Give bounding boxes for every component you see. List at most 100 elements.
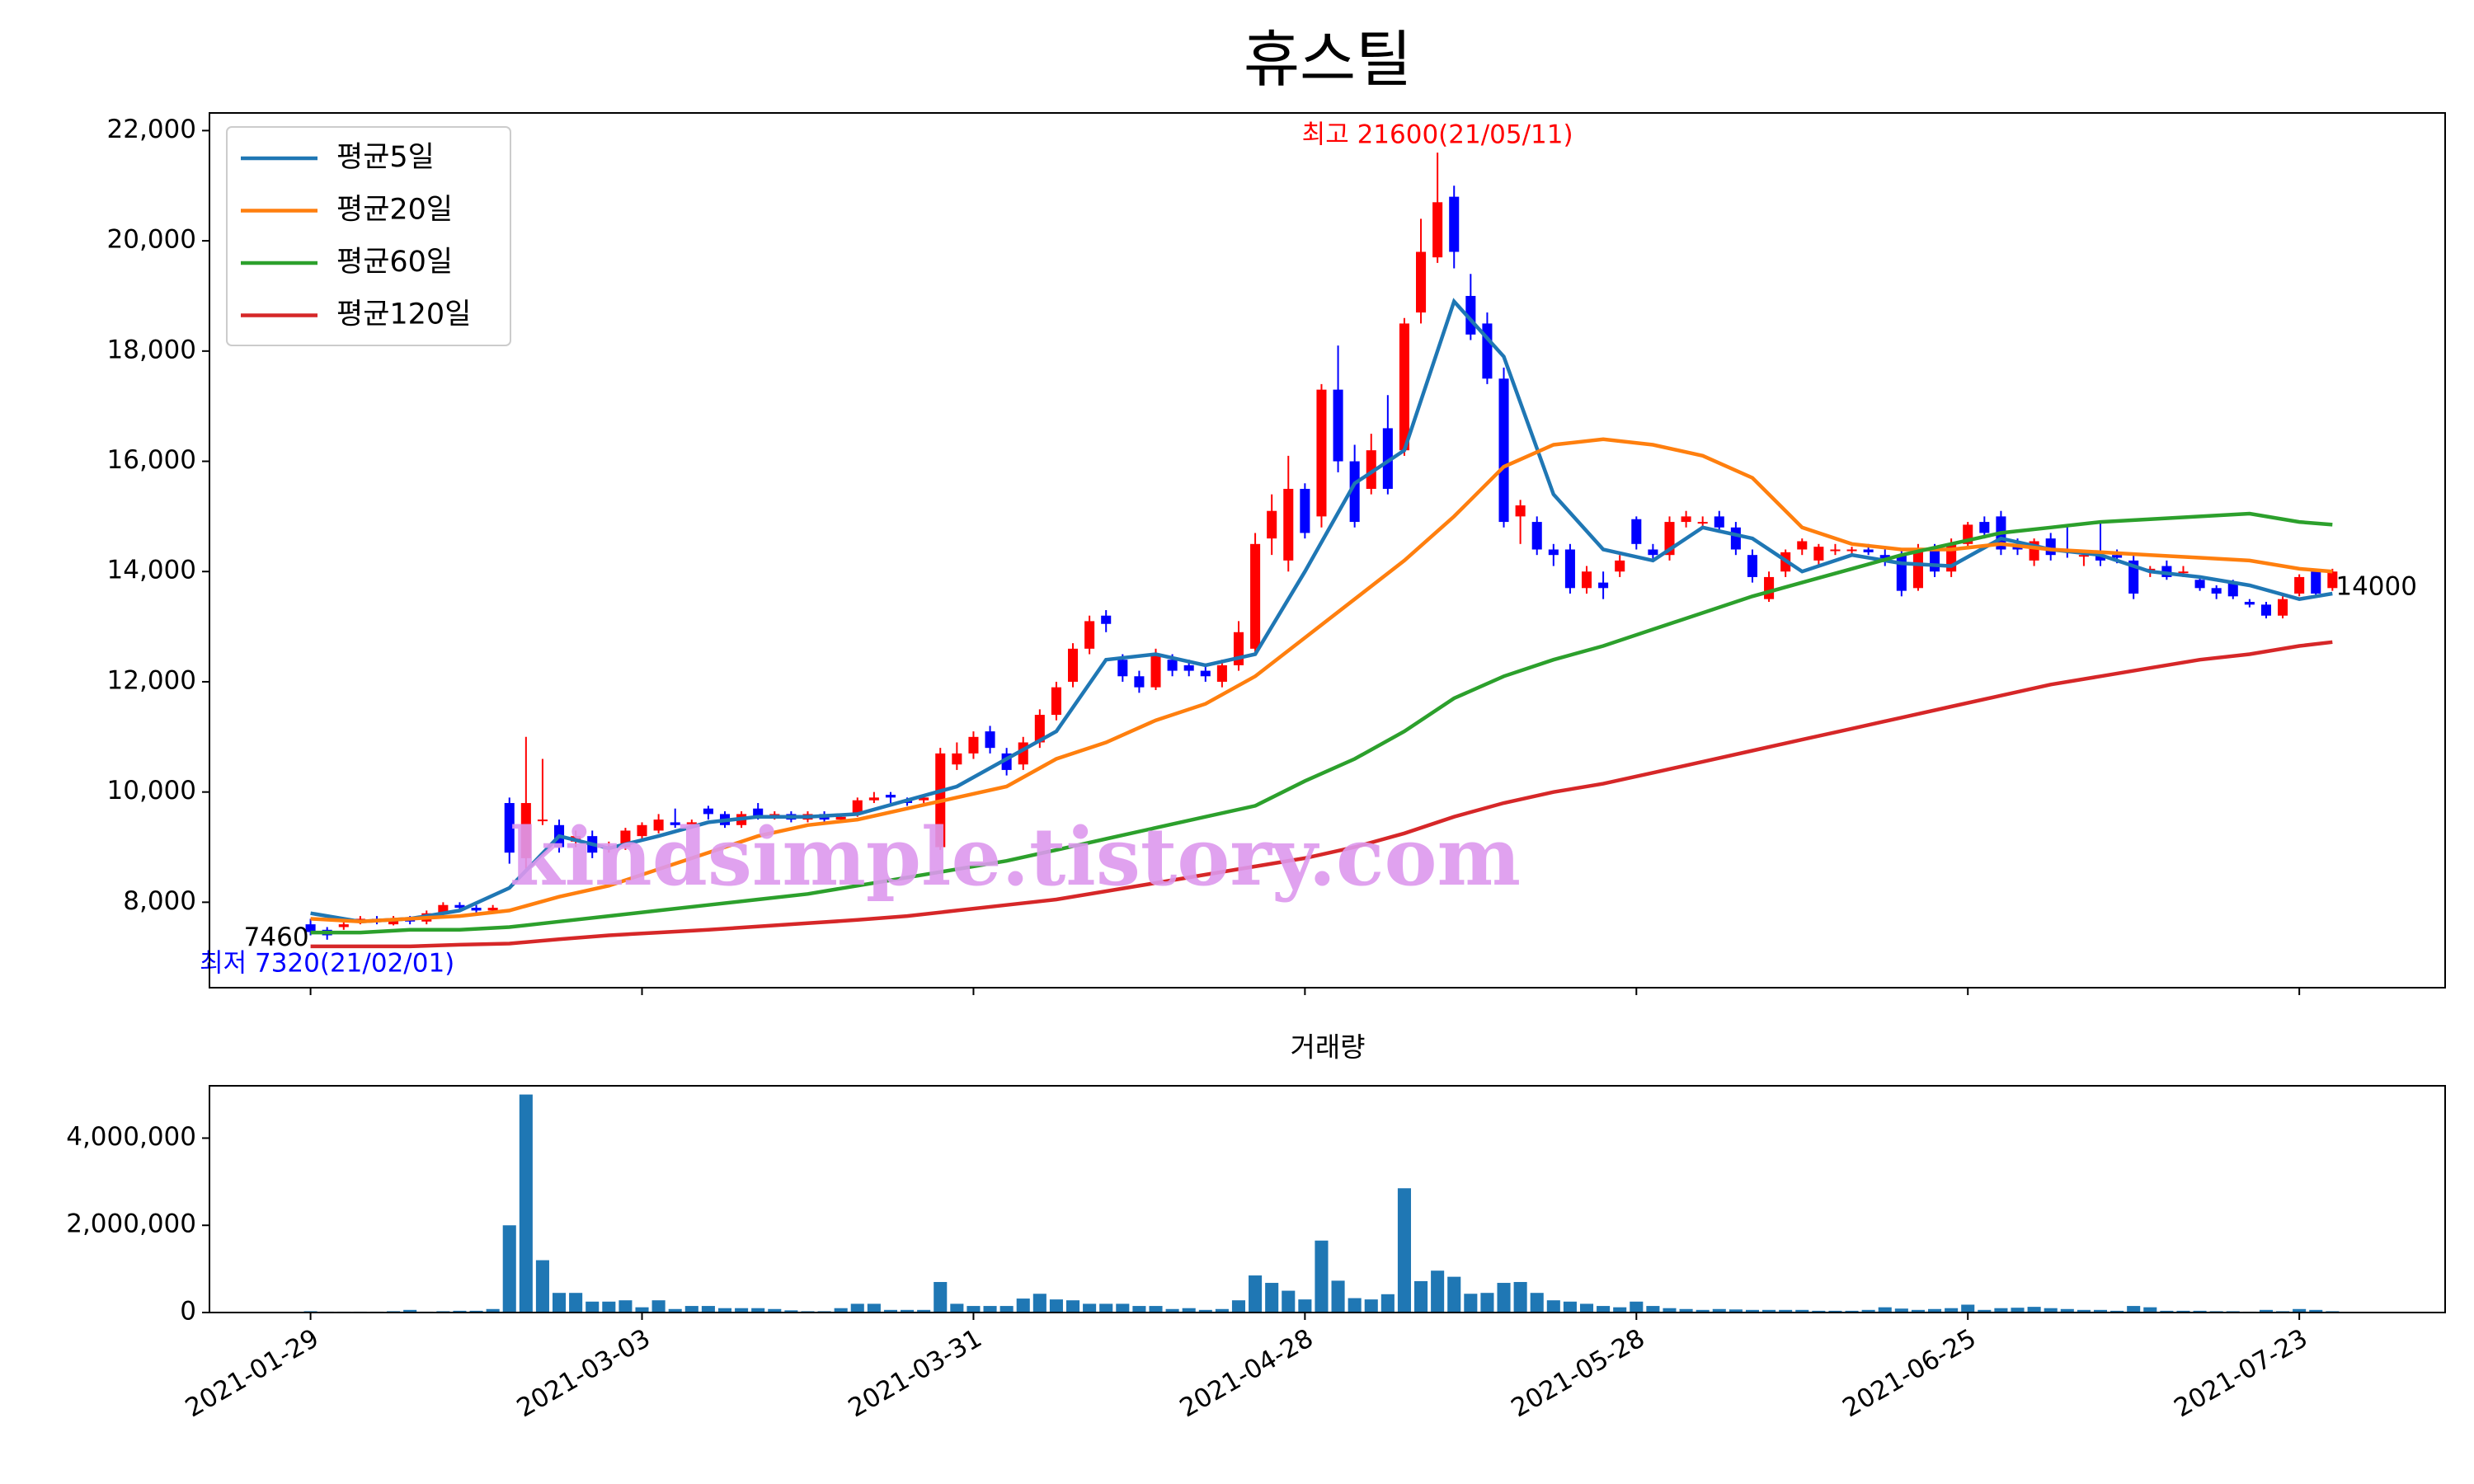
volume-bar [1911, 1309, 1925, 1313]
volume-bar [1380, 1294, 1395, 1313]
volume-bar [1861, 1309, 1875, 1313]
candle-body [653, 819, 664, 831]
volume-bar [1945, 1308, 1959, 1313]
y-tick-label: 20,000 [107, 225, 196, 255]
volume-bar [850, 1303, 864, 1313]
volume-bar [1927, 1308, 1942, 1313]
candle-body [1615, 560, 1625, 572]
candle-body [2260, 604, 2271, 616]
candle-body [686, 822, 697, 825]
volume-bar [901, 1309, 915, 1313]
candle-body [1581, 571, 1592, 589]
candle-body [1183, 665, 1194, 671]
annotation: 최고 21600(21/05/11) [1302, 120, 1573, 150]
candle-body [1979, 522, 1990, 533]
candle-body [1930, 549, 1940, 572]
volume-bar [1348, 1298, 1362, 1313]
candle-body [2311, 571, 2321, 594]
candle-body [2194, 580, 2205, 589]
volume-bar [1530, 1293, 1544, 1313]
volume-bar [917, 1309, 931, 1313]
volume-title: 거래량 [1290, 1031, 1365, 1064]
volume-bar [2127, 1306, 2141, 1313]
volume-bar [2293, 1308, 2307, 1313]
candle-body [1101, 615, 1112, 624]
volume-bar [1165, 1308, 1179, 1313]
watermark: kindsimple.tistory.com [510, 810, 1521, 904]
y-tick-label: 14,000 [107, 556, 196, 585]
volume-bar [1878, 1307, 1892, 1313]
volume-bar [1198, 1309, 1212, 1313]
candle-body [753, 808, 764, 817]
candle-body [1896, 555, 1907, 591]
candle-body [438, 904, 449, 913]
candle-body [1200, 670, 1211, 677]
volume-bar [1249, 1275, 1263, 1313]
volume-bar [1579, 1303, 1594, 1313]
volume-bar [1497, 1283, 1511, 1313]
volume-bar [1447, 1276, 1461, 1313]
volume-bar [1812, 1310, 1826, 1313]
volume-bar [586, 1301, 600, 1313]
y-tick-label: 16,000 [107, 445, 196, 475]
candle-body [504, 803, 515, 853]
volume-bar [1099, 1303, 1113, 1313]
annotation: 최저 7320(21/02/01) [200, 948, 454, 978]
volume-bar [1182, 1308, 1196, 1313]
candle-body [1366, 450, 1376, 489]
annotation: 7460 [244, 923, 309, 952]
volume-bar [950, 1303, 964, 1313]
volume-bar [1397, 1188, 1411, 1313]
candle-body [1117, 660, 1128, 677]
volume-bar [1563, 1301, 1577, 1313]
candle-body [1681, 516, 1691, 523]
volume-bar [1845, 1310, 1859, 1313]
candle-body [1498, 378, 1509, 523]
volume-bar [2143, 1307, 2157, 1313]
volume-bar [735, 1308, 749, 1313]
candle-body [1067, 648, 1079, 682]
volume-bar [684, 1306, 698, 1313]
legend-box [226, 126, 511, 346]
volume-bar [1795, 1309, 1809, 1313]
volume-bar [552, 1293, 567, 1313]
volume-bar [602, 1301, 616, 1313]
candle-body [1167, 660, 1178, 671]
volume-bar [535, 1260, 549, 1313]
volume-bar [1745, 1309, 1760, 1313]
volume-bar [1613, 1307, 1627, 1313]
volume-bar [1546, 1300, 1560, 1313]
volume-bar [768, 1308, 782, 1313]
candle-body [1084, 621, 1095, 649]
volume-bar [453, 1310, 467, 1313]
volume-bar [1414, 1280, 1428, 1313]
volume-bar [2060, 1308, 2074, 1313]
volume-bar [2309, 1309, 2323, 1313]
volume-bar [1265, 1283, 1279, 1313]
volume-bar [2011, 1308, 2025, 1313]
candle-body [637, 824, 647, 837]
candle-body [952, 753, 962, 765]
candle-body [2178, 571, 2189, 574]
volume-bar [1282, 1290, 1296, 1313]
volume-bar [867, 1303, 881, 1313]
candle-body [1300, 488, 1310, 533]
candle-body [1416, 251, 1427, 313]
moving-average-line [310, 640, 2333, 949]
candle-body [454, 904, 465, 909]
volume-bar [469, 1310, 483, 1313]
candle-body [2112, 555, 2123, 558]
volume-bar [1597, 1306, 1611, 1313]
y-tick-label: 2,000,000 [66, 1209, 196, 1239]
moving-average-line [310, 298, 2333, 924]
y-tick-label: 4,000,000 [66, 1122, 196, 1152]
candle-body [2327, 571, 2338, 589]
candle-body [1912, 549, 1923, 589]
candle-body [1134, 676, 1145, 688]
volume-bar [1779, 1309, 1793, 1313]
candle-body [1316, 389, 1327, 517]
volume-bar [1828, 1310, 1842, 1313]
candle-body [305, 924, 316, 932]
